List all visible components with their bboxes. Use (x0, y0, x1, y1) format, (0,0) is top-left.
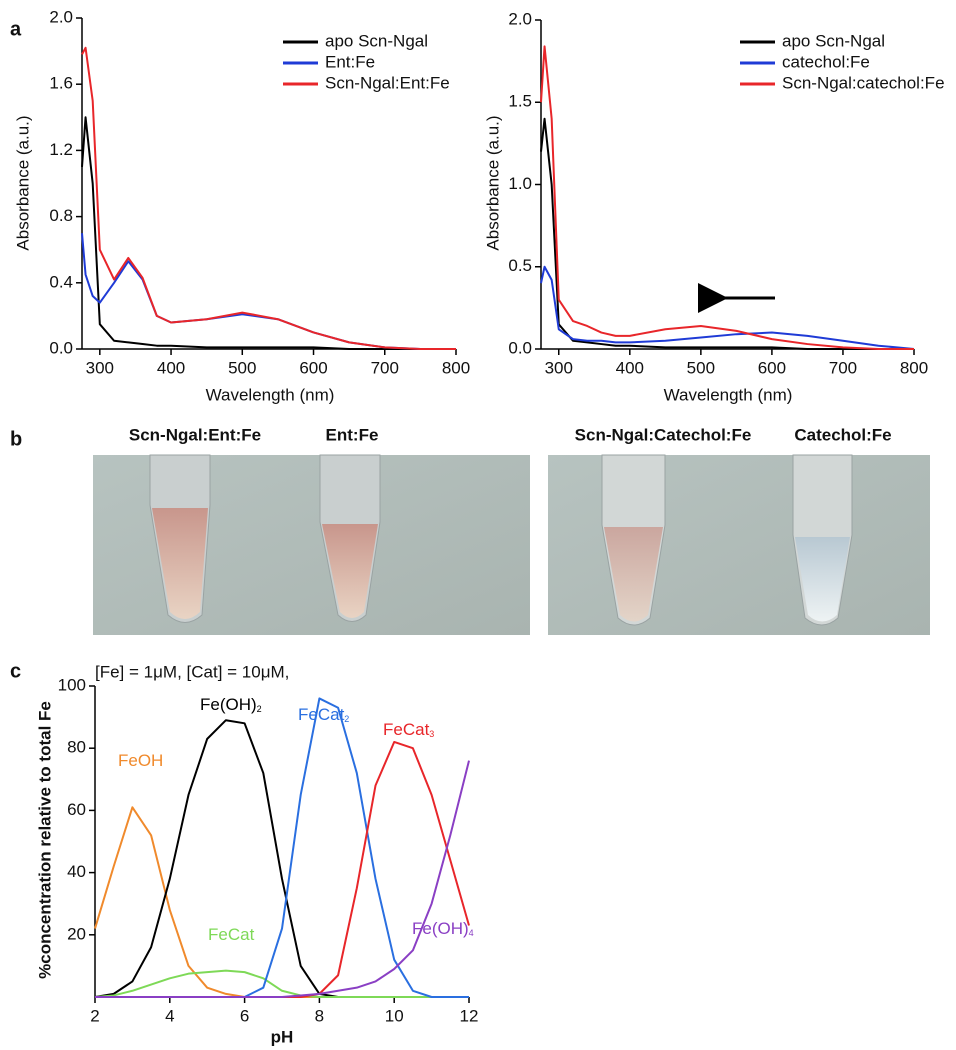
y-tick-label: 0.8 (49, 206, 73, 225)
y-tick-label: 1.6 (49, 74, 73, 93)
panel-label: b (10, 428, 22, 450)
x-tick-label: 6 (240, 1006, 249, 1025)
x-tick-label: 300 (86, 358, 114, 377)
x-tick-label: 2 (90, 1006, 99, 1025)
x-tick-label: 10 (385, 1006, 404, 1025)
x-tick-label: 500 (687, 358, 715, 377)
x-axis-label: Wavelength (nm) (206, 385, 335, 404)
x-tick-label: 4 (165, 1006, 174, 1025)
x-tick-label: 700 (371, 358, 399, 377)
data-line (94, 969, 469, 998)
series-subscript: 3 (429, 729, 434, 739)
x-axis-label: pH (271, 1027, 294, 1046)
legend-label: Scn-Ngal:catechol:Fe (782, 73, 945, 92)
series-subscript: 4 (469, 928, 474, 938)
photo-caption: Catechol:Fe (794, 425, 891, 444)
y-tick-label: 100 (58, 675, 86, 694)
y-tick-label: 2.0 (508, 9, 532, 28)
data-line (540, 117, 914, 350)
subtitle: [Fe] = 1μM, [Cat] = 10μM, (95, 662, 289, 681)
x-tick-label: 400 (157, 358, 185, 377)
y-tick-label: 1.5 (508, 92, 532, 111)
data-line (540, 265, 915, 350)
data-line (81, 46, 456, 350)
y-axis-label: Absorbance (a.u.) (13, 115, 32, 250)
x-tick-label: 400 (616, 358, 644, 377)
data-line (95, 697, 469, 998)
series-name: FeCat (208, 925, 255, 944)
x-tick-label: 300 (545, 358, 573, 377)
photo-right (548, 454, 930, 635)
y-tick-label: 60 (67, 800, 86, 819)
series-name: FeCat (383, 720, 430, 739)
x-tick-label: 600 (299, 358, 327, 377)
series-label: FeCat (208, 925, 255, 944)
series-label: FeOH (118, 751, 163, 770)
data-line (81, 233, 456, 350)
y-tick-label: 0.5 (508, 256, 532, 275)
data-line (95, 760, 470, 998)
data-line (81, 116, 456, 350)
series-name: Fe(OH) (412, 919, 469, 938)
y-tick-label: 2.0 (49, 7, 73, 26)
series-label: Fe(OH)2 (200, 695, 262, 714)
series-name: FeCat (298, 705, 345, 724)
series-label: FeCat2 (298, 705, 349, 724)
y-tick-label: 0.0 (508, 338, 532, 357)
data-line (95, 740, 470, 998)
legend-label: apo Scn-Ngal (325, 31, 428, 50)
y-tick-label: 80 (67, 738, 86, 757)
x-tick-label: 800 (442, 358, 470, 377)
y-tick-label: 20 (67, 924, 86, 943)
x-tick-label: 800 (900, 358, 928, 377)
series-name: Fe(OH) (200, 695, 257, 714)
x-tick-label: 8 (315, 1006, 324, 1025)
photo-caption: Scn-Ngal:Ent:Fe (129, 425, 261, 444)
x-tick-label: 600 (758, 358, 786, 377)
legend-label: catechol:Fe (782, 52, 870, 71)
series-name: FeOH (118, 751, 163, 770)
legend-label: apo Scn-Ngal (782, 31, 885, 50)
legend-label: Ent:Fe (325, 52, 375, 71)
x-tick-label: 700 (829, 358, 857, 377)
y-axis-label: Absorbance (a.u.) (483, 115, 502, 250)
x-axis-label: Wavelength (nm) (664, 385, 793, 404)
photo-caption: Ent:Fe (326, 425, 379, 444)
y-axis-label: %concentration relative to total Fe (35, 701, 54, 979)
y-tick-label: 40 (67, 862, 86, 881)
panel-label: c (10, 660, 21, 682)
y-tick-label: 0.4 (49, 272, 73, 291)
data-line (540, 45, 914, 350)
y-tick-label: 1.2 (49, 140, 73, 159)
series-label: Fe(OH)4 (412, 919, 474, 938)
data-line (94, 806, 469, 998)
y-tick-label: 1.0 (508, 174, 532, 193)
photo-left (93, 454, 530, 635)
y-tick-label: 0.0 (49, 338, 73, 357)
series-subscript: 2 (257, 704, 262, 714)
series-label: FeCat3 (383, 720, 434, 739)
x-tick-label: 500 (228, 358, 256, 377)
series-subscript: 2 (344, 714, 349, 724)
panel-label: a (10, 18, 22, 40)
photo-caption: Scn-Ngal:Catechol:Fe (575, 425, 752, 444)
legend-label: Scn-Ngal:Ent:Fe (325, 73, 450, 92)
x-tick-label: 12 (460, 1006, 479, 1025)
